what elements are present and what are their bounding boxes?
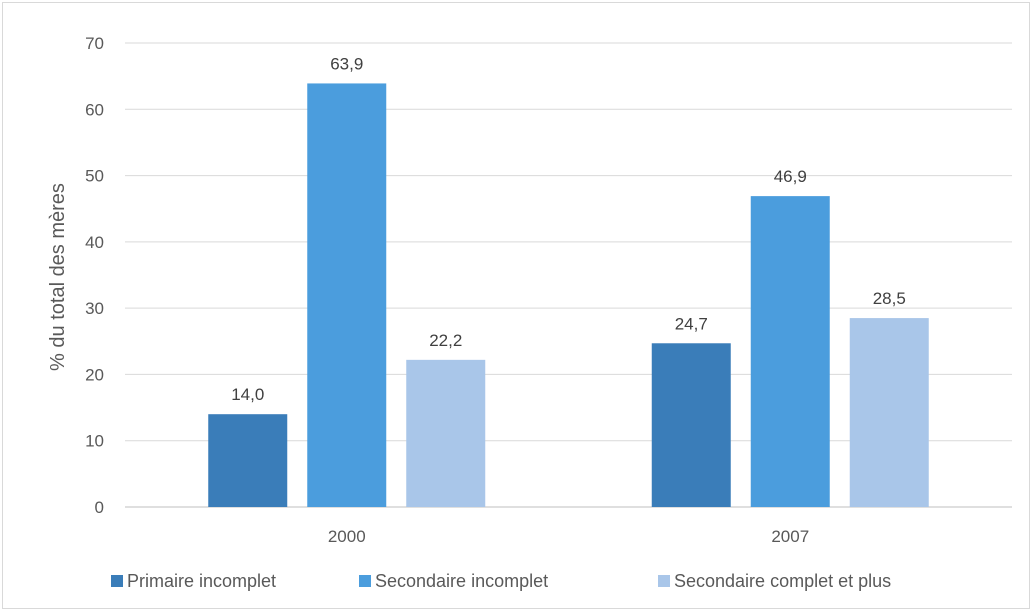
bar-2000-series-1	[307, 83, 387, 507]
bar-2007-series-1	[750, 196, 830, 507]
y-tick-label: 30	[85, 299, 104, 318]
bars	[208, 83, 929, 507]
y-tick-label: 10	[85, 432, 104, 451]
y-axis-ticks: 0 10 20 30 40 50 60 70	[85, 34, 104, 517]
data-label: 28,5	[873, 289, 906, 308]
bar-2007-series-0	[651, 343, 731, 507]
y-axis-title: % du total des mères	[47, 183, 69, 371]
bar-2007-series-2	[849, 318, 929, 507]
x-tick-label-2000: 2000	[328, 527, 366, 546]
y-tick-label: 20	[85, 365, 104, 384]
data-label: 24,7	[675, 314, 708, 333]
legend-label: Secondaire complet et plus	[674, 571, 891, 591]
bar-2000-series-0	[208, 414, 288, 507]
y-tick-label: 40	[85, 233, 104, 252]
legend: Primaire incomplet Secondaire incomplet Se…	[111, 571, 891, 591]
data-label: 22,2	[429, 331, 462, 350]
y-tick-label: 70	[85, 34, 104, 53]
x-tick-label-2007: 2007	[771, 527, 809, 546]
data-label: 63,9	[330, 54, 363, 73]
x-axis-ticks: 2000 2007	[328, 527, 809, 546]
legend-label: Primaire incomplet	[127, 571, 276, 591]
legend-swatch	[359, 575, 371, 587]
legend-label: Secondaire incomplet	[375, 571, 548, 591]
data-label: 46,9	[774, 167, 807, 186]
data-labels: 14,0 63,9 22,2 24,7 46,9 28,5	[231, 54, 906, 404]
y-tick-label: 0	[95, 498, 104, 517]
legend-swatch	[658, 575, 670, 587]
bar-2000-series-2	[406, 359, 486, 507]
legend-swatch	[111, 575, 123, 587]
y-tick-label: 60	[85, 100, 104, 119]
data-label: 14,0	[231, 385, 264, 404]
y-tick-label: 50	[85, 167, 104, 186]
